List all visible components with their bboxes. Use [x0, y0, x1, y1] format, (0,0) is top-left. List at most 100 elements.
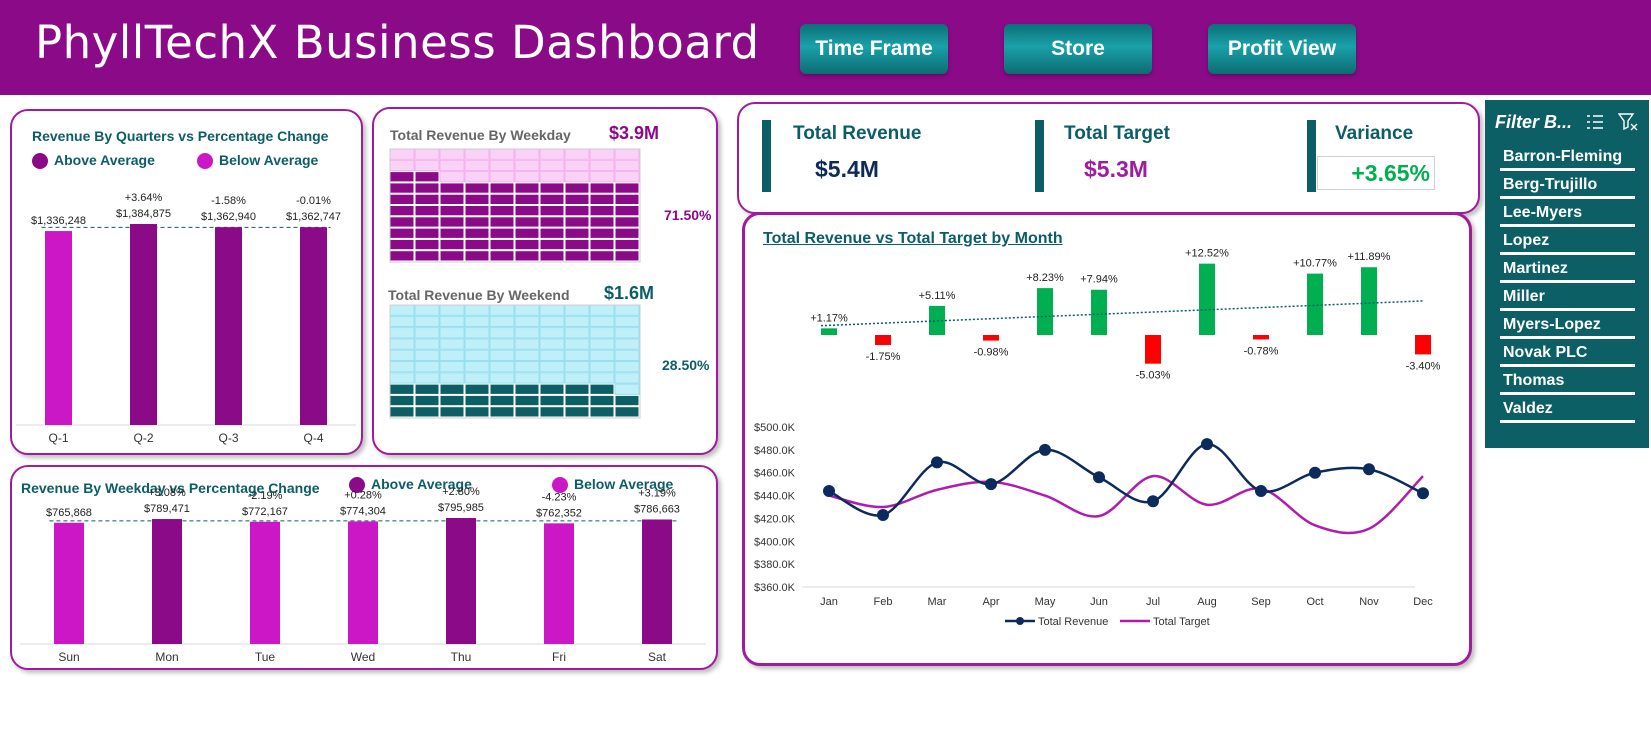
pct-change-label: -2.19%: [248, 490, 283, 502]
filter-item[interactable]: Thomas: [1500, 372, 1635, 395]
weekday-waffle-cell: [440, 172, 464, 182]
weekday-waffle-cell: [590, 160, 614, 170]
weekend-waffle-cell: [490, 373, 514, 383]
category-label: Q-1: [48, 431, 68, 445]
time-frame-button[interactable]: Time Frame: [800, 24, 948, 74]
filter-item[interactable]: Myers-Lopez: [1500, 316, 1635, 339]
weekday-waffle-cell: [515, 239, 539, 249]
weekend-waffle-cell: [440, 305, 464, 315]
weekday-waffle-cell: [615, 149, 639, 159]
filter-item[interactable]: Barron-Fleming: [1500, 148, 1635, 171]
value-label: $1,362,747: [286, 211, 341, 223]
weekend-waffle-cell: [565, 384, 589, 394]
store-button[interactable]: Store: [1004, 24, 1152, 74]
revenue-point: [877, 509, 889, 521]
weekday-waffle-cell: [415, 172, 439, 182]
variance-label: -1.75%: [866, 351, 901, 363]
variance-value: +3.65%: [1317, 156, 1435, 190]
filter-item[interactable]: Novak PLC: [1500, 344, 1635, 367]
variance-bar: [1307, 274, 1323, 335]
category-label: Q-2: [133, 431, 153, 445]
weekend-waffle-cell: [515, 395, 539, 405]
weekday-waffle-cell: [615, 206, 639, 216]
weekday-waffle-cell: [590, 228, 614, 238]
weekend-waffle-cell: [415, 350, 439, 360]
weekday-waffle-cell: [515, 183, 539, 193]
variance-bar: [875, 335, 891, 345]
value-label: $774,304: [340, 505, 386, 517]
total-target-line: [829, 476, 1423, 533]
y-tick-label: $400.0K: [754, 536, 796, 548]
weekday-waffle-cell: [565, 251, 589, 261]
filter-item[interactable]: Miller: [1500, 288, 1635, 311]
weekday-waffle-cell: [515, 194, 539, 204]
weekday-waffle-cell: [465, 239, 489, 249]
weekday-waffle-cell: [490, 160, 514, 170]
weekday-waffle-cell: [415, 206, 439, 216]
month-label: Apr: [982, 596, 999, 608]
weekend-waffle-cell: [590, 328, 614, 338]
month-label: Oct: [1306, 596, 1323, 608]
clear-filter-icon[interactable]: [1618, 112, 1638, 132]
bar: [130, 224, 157, 425]
weekday-waffle-cell: [390, 160, 414, 170]
revenue-point: [1255, 485, 1267, 497]
weekend-waffle-cell: [390, 395, 414, 405]
legend-revenue-marker: [1016, 617, 1024, 625]
weekend-waffle-cell: [590, 305, 614, 315]
category-label: Fri: [552, 650, 566, 664]
weekday-waffle-cell: [440, 251, 464, 261]
weekend-waffle-cell: [440, 395, 464, 405]
category-label: Sun: [58, 650, 79, 664]
value-label: $1,384,875: [116, 208, 171, 220]
weekend-waffle-cell: [390, 316, 414, 326]
total-target-label: Total Target: [1064, 123, 1170, 145]
value-label: $786,663: [634, 503, 680, 515]
weekend-waffle-cell: [515, 305, 539, 315]
weekday-waffle-cell: [590, 239, 614, 249]
weekday-waffle-cell: [465, 228, 489, 238]
filter-item[interactable]: Valdez: [1500, 400, 1635, 423]
quarters-card: Revenue By Quarters vs Percentage Change…: [10, 109, 363, 455]
weekend-waffle-cell: [465, 407, 489, 417]
weekday-waffle-cell: [615, 194, 639, 204]
weekday-waffle-cell: [615, 251, 639, 261]
value-label: $1,336,248: [31, 215, 86, 227]
weekend-waffle-cell: [490, 384, 514, 394]
weekday-waffle-cell: [540, 149, 564, 159]
category-label: Mon: [155, 650, 178, 664]
category-label: Thu: [451, 650, 472, 664]
pct-change-label: +2.80%: [442, 486, 480, 498]
store-filter-slicer: Filter B... Barron-Fleming Berg-Trujillo L…: [1485, 100, 1649, 448]
weekend-waffle-cell: [440, 407, 464, 417]
weekend-waffle-cell: [615, 407, 639, 417]
weekday-waffle-cell: [465, 183, 489, 193]
filter-item[interactable]: Lee-Myers: [1500, 204, 1635, 227]
month-label: Mar: [928, 596, 947, 608]
weekend-waffle-cell: [415, 407, 439, 417]
weekend-waffle-cell: [615, 362, 639, 372]
filter-item[interactable]: Lopez: [1500, 232, 1635, 255]
weekday-waffle-cell: [490, 194, 514, 204]
profit-view-button[interactable]: Profit View: [1208, 24, 1356, 74]
weekday-waffle-cell: [540, 172, 564, 182]
weekend-waffle-cell: [390, 407, 414, 417]
multi-select-icon[interactable]: [1585, 112, 1605, 132]
weekday-waffle-cell: [540, 160, 564, 170]
weekday-waffle-cell: [540, 217, 564, 227]
weekday-weekend-card: Total Revenue By Weekday $3.9M 71.50% To…: [372, 107, 718, 455]
weekday-waffle-cell: [515, 217, 539, 227]
filter-item[interactable]: Berg-Trujillo: [1500, 176, 1635, 199]
filter-item[interactable]: Martinez: [1500, 260, 1635, 283]
category-label: Q-3: [218, 431, 238, 445]
weekend-waffle-cell: [465, 328, 489, 338]
category-label: Tue: [255, 650, 276, 664]
bar: [300, 227, 327, 425]
weekday-waffle-cell: [615, 172, 639, 182]
weekday-waffle-cell: [615, 228, 639, 238]
weekend-waffle-cell: [540, 384, 564, 394]
weekday-waffle-cell: [465, 194, 489, 204]
weekday-waffle-cell: [490, 251, 514, 261]
weekend-waffle-cell: [415, 384, 439, 394]
weekend-waffle-cell: [540, 305, 564, 315]
